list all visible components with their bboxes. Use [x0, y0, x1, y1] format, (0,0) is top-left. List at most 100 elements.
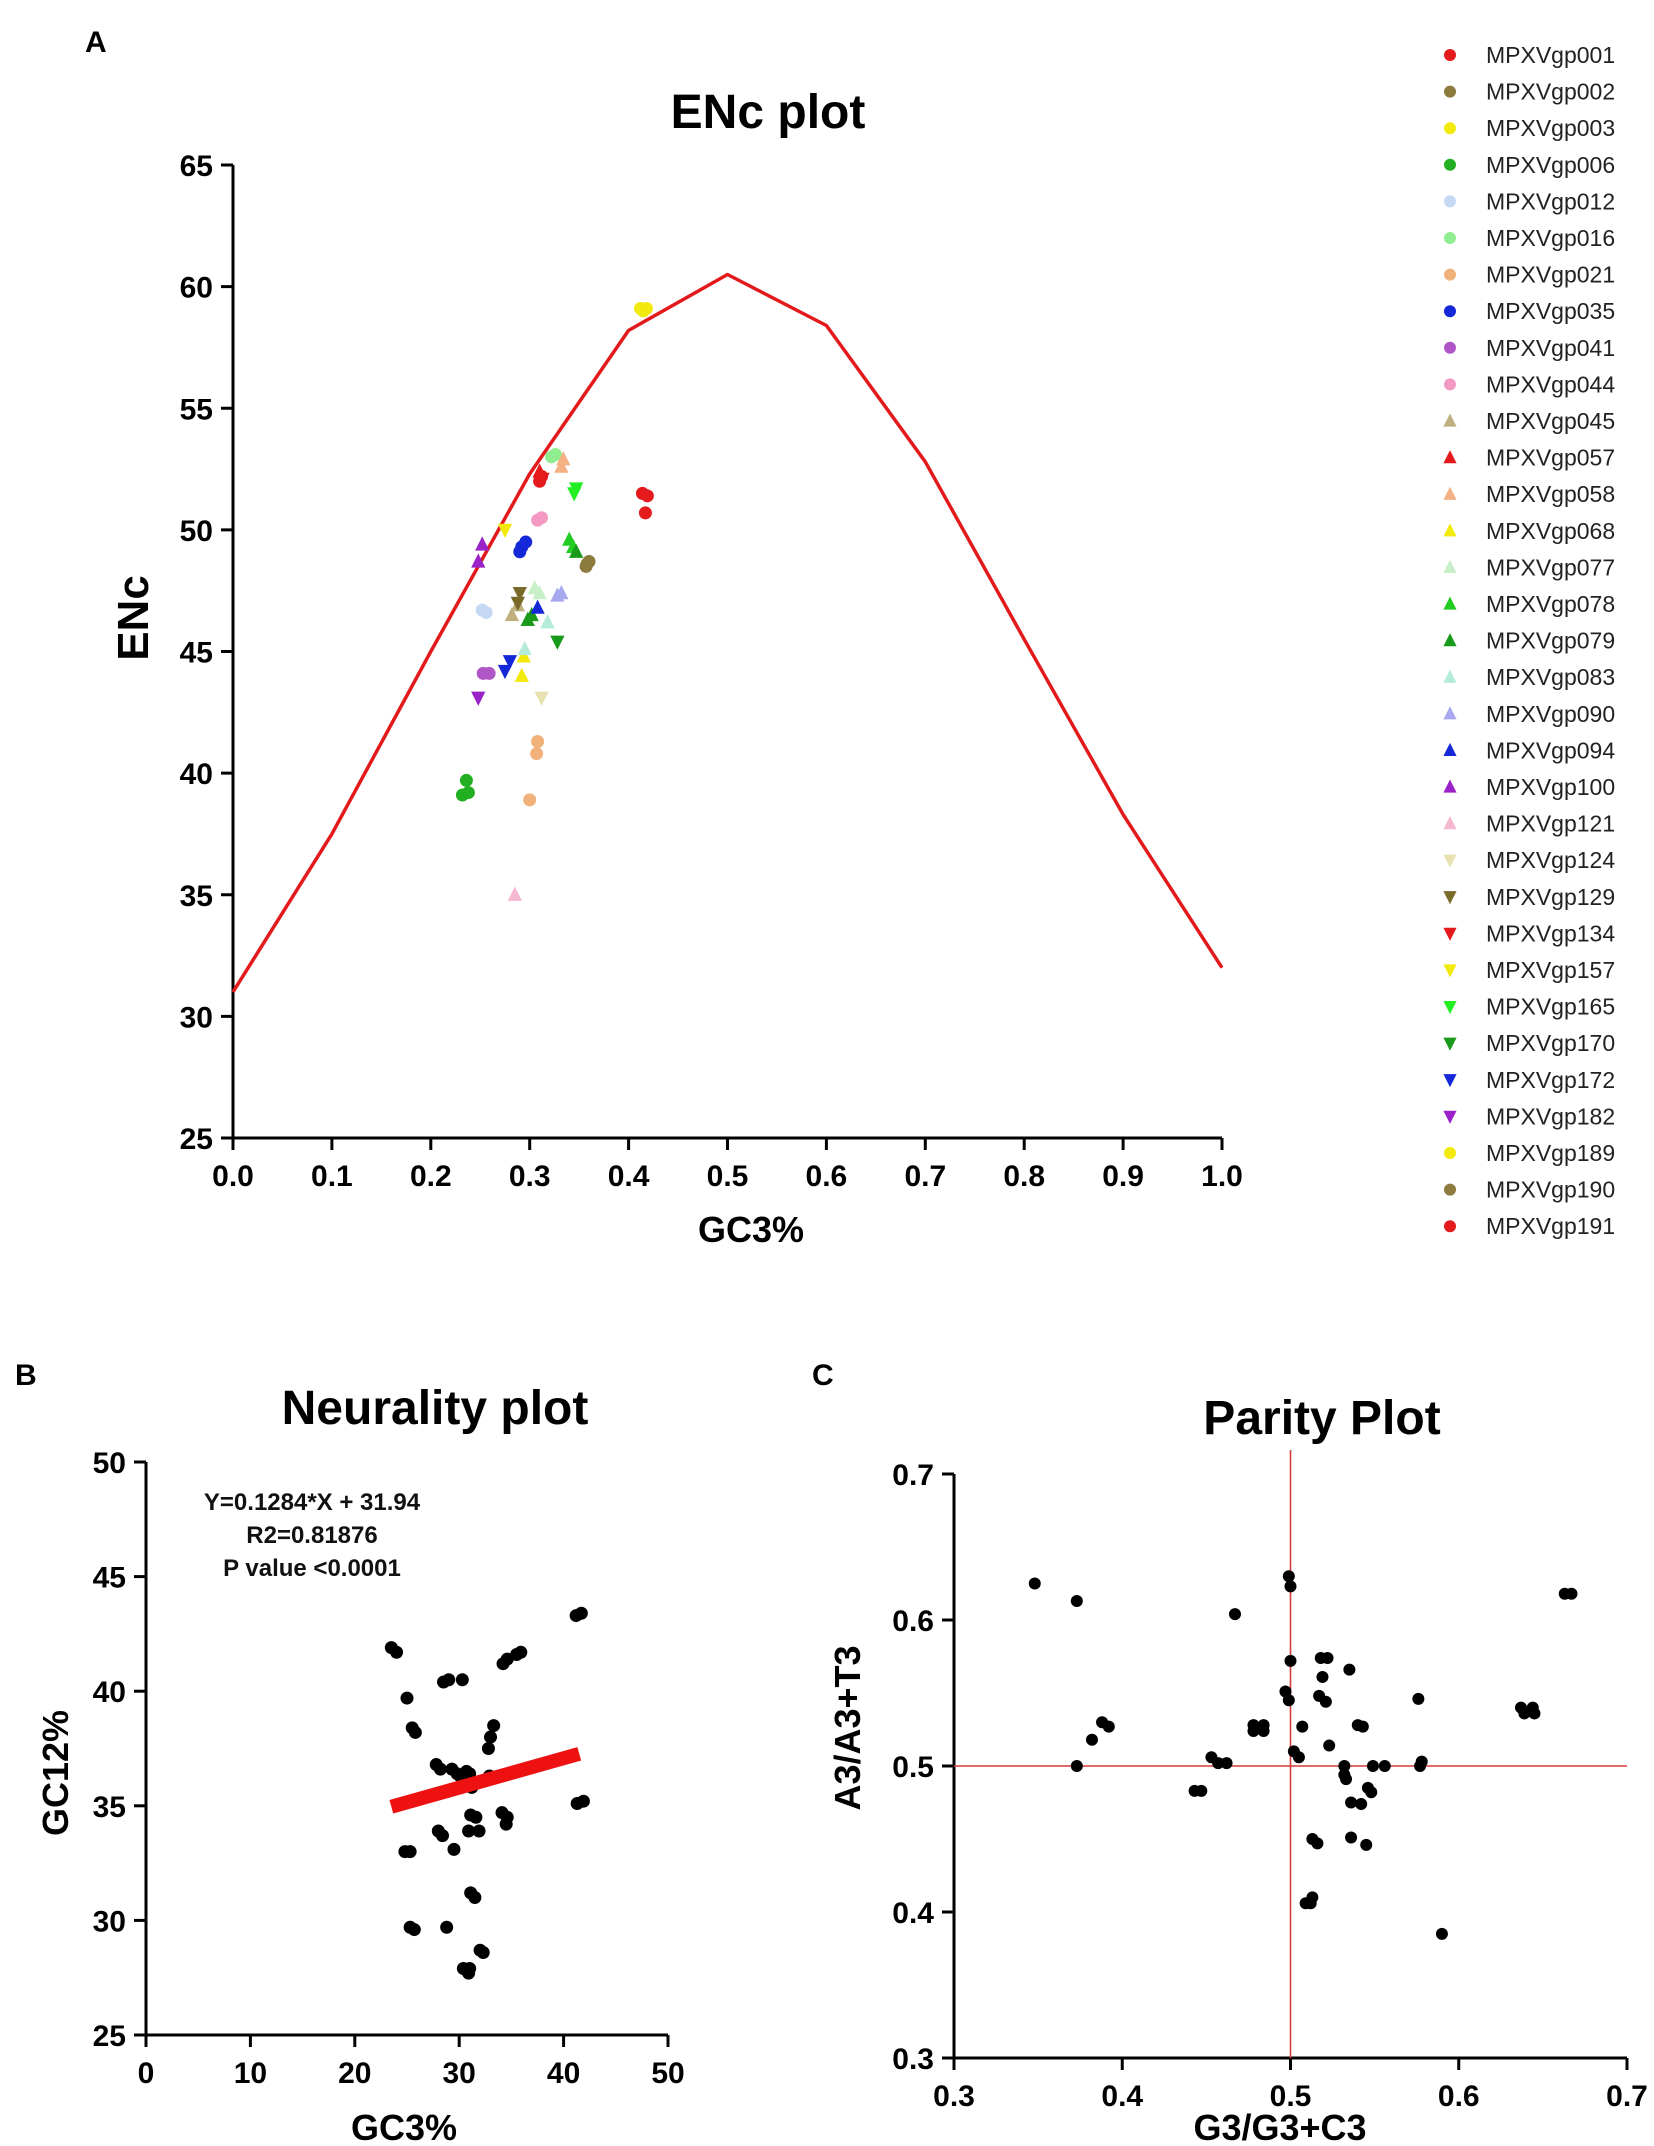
data-point [1220, 1757, 1233, 1770]
regression-annotation: R2=0.81876 [246, 1522, 377, 1549]
data-point-mpxvgp134 [535, 472, 550, 487]
data-point [1345, 1796, 1358, 1809]
legend-label-mpxvgp090: MPXVgp090 [1486, 701, 1615, 727]
data-point-mpxvgp006 [461, 786, 475, 800]
legend-label-mpxvgp003: MPXVgp003 [1486, 115, 1615, 141]
data-point-mpxvgp079 [569, 543, 584, 558]
neurality-plot-points [384, 1606, 590, 1980]
y-tick-label: 50 [93, 1447, 126, 1480]
x-tick-label: 0 [138, 2057, 155, 2090]
data-point-mpxvgp189 [636, 304, 650, 318]
legend-marker-mpxvgp100 [1443, 779, 1457, 793]
data-point-mpxvgp035 [513, 545, 527, 559]
data-point [403, 1845, 417, 1859]
data-point [408, 1725, 422, 1739]
data-point [1356, 1720, 1369, 1733]
data-point [481, 1742, 495, 1755]
enc-plot-title: ENc plot [671, 86, 866, 139]
legend-marker-mpxvgp057 [1443, 450, 1457, 464]
data-point [1360, 1838, 1373, 1851]
legend-label-mpxvgp077: MPXVgp077 [1486, 554, 1615, 580]
data-point [1343, 1663, 1356, 1676]
neurality-y-axis-label: GC12% [35, 1710, 76, 1836]
legend-label-mpxvgp083: MPXVgp083 [1486, 664, 1615, 690]
data-point [499, 1817, 513, 1831]
enc-plot-points [455, 302, 654, 901]
legend-marker-mpxvgp077 [1443, 559, 1457, 574]
data-point-mpxvgp021 [531, 735, 545, 749]
y-tick-label: 50 [180, 515, 213, 548]
regression-annotation: Y=0.1284*X + 31.94 [204, 1489, 421, 1516]
data-point [514, 1645, 528, 1659]
data-point-mpxvgp045 [504, 606, 520, 622]
data-point [1284, 1654, 1297, 1667]
data-point-mpxvgp182 [471, 691, 486, 706]
y-tick-label: 0.3 [892, 2043, 934, 2076]
legend-label-mpxvgp016: MPXVgp016 [1486, 225, 1615, 251]
data-point [468, 1890, 482, 1904]
data-point-mpxvgp058 [554, 458, 569, 473]
legend-marker-mpxvgp121 [1443, 816, 1457, 830]
legend-marker-mpxvgp044 [1444, 378, 1456, 391]
legend-label-mpxvgp094: MPXVgp094 [1486, 737, 1615, 763]
enc-expected-curve [231, 272, 1224, 993]
legend-label-mpxvgp041: MPXVgp041 [1486, 335, 1615, 361]
data-point-mpxvgp190 [579, 559, 593, 573]
data-point [1284, 1580, 1297, 1593]
data-point-mpxvgp172 [497, 664, 513, 680]
legend-marker-mpxvgp021 [1444, 268, 1456, 281]
data-point [472, 1824, 486, 1838]
legend-marker-mpxvgp094 [1443, 742, 1457, 757]
y-tick-label: 30 [93, 1905, 126, 1938]
legend-marker-mpxvgp045 [1443, 413, 1457, 427]
legend-label-mpxvgp129: MPXVgp129 [1486, 884, 1615, 910]
legend-marker-mpxvgp035 [1444, 305, 1456, 318]
legend-label-mpxvgp121: MPXVgp121 [1486, 811, 1615, 837]
data-point [435, 1829, 449, 1843]
x-tick-label: 0.7 [904, 1160, 946, 1193]
legend-marker-mpxvgp083 [1443, 669, 1457, 683]
data-point [1414, 1760, 1427, 1772]
x-tick-label: 20 [338, 2057, 371, 2090]
legend-marker-mpxvgp165 [1443, 1000, 1457, 1015]
y-tick-label: 45 [180, 637, 213, 670]
data-point [1282, 1570, 1295, 1583]
legend-marker-mpxvgp002 [1444, 85, 1456, 98]
legend-marker-mpxvgp170 [1443, 1037, 1457, 1051]
legend-label-mpxvgp002: MPXVgp002 [1486, 79, 1615, 105]
data-point [1306, 1891, 1319, 1904]
data-point [574, 1606, 588, 1620]
data-point-mpxvgp012 [479, 606, 493, 620]
data-point-mpxvgp165 [569, 482, 584, 497]
y-tick-label: 0.6 [892, 1605, 934, 1638]
parity-plot-axes: 0.3 0.4 0.5 0.6 0.7 0.3 0.4 0.5 0.6 0.7 [892, 1459, 1648, 2113]
legend-marker-mpxvgp078 [1443, 596, 1457, 610]
legend-label-mpxvgp134: MPXVgp134 [1486, 920, 1615, 946]
enc-x-axis-label: GC3% [698, 1209, 804, 1250]
data-point [476, 1945, 490, 1959]
legend-label-mpxvgp157: MPXVgp157 [1486, 957, 1615, 983]
enc-plot-legend: MPXVgp001 MPXVgp002 MPXVgp003 MPXVgp006 MPXV… [1443, 42, 1615, 1239]
legend-marker-mpxvgp041 [1444, 341, 1456, 354]
data-point [1292, 1751, 1305, 1764]
panel-a-enc-plot: A ENc plot 0.0 0.1 0.2 0.3 0.4 0.5 0.6 0.7 0.8 0.… [85, 26, 1615, 1250]
data-point-mpxvgp077 [532, 584, 547, 600]
data-point-mpxvgp129 [510, 596, 525, 611]
data-point-mpxvgp068 [516, 648, 531, 663]
data-point [1412, 1692, 1425, 1705]
enc-y-axis-label: ENc [109, 575, 158, 661]
data-point-mpxvgp170 [550, 635, 565, 650]
data-point-mpxvgp044 [535, 511, 549, 525]
legend-label-mpxvgp124: MPXVgp124 [1486, 847, 1615, 873]
legend-label-mpxvgp068: MPXVgp068 [1486, 518, 1615, 544]
panel-letter-b: B [15, 1359, 37, 1392]
y-tick-label: 0.5 [892, 1751, 934, 1784]
legend-marker-mpxvgp172 [1443, 1074, 1457, 1088]
legend-marker-mpxvgp012 [1444, 195, 1456, 208]
data-point-mpxvgp058 [556, 451, 571, 466]
legend-label-mpxvgp079: MPXVgp079 [1486, 628, 1615, 654]
y-tick-label: 0.4 [892, 1897, 934, 1930]
legend-label-mpxvgp165: MPXVgp165 [1486, 994, 1615, 1020]
legend-label-mpxvgp189: MPXVgp189 [1486, 1140, 1615, 1166]
